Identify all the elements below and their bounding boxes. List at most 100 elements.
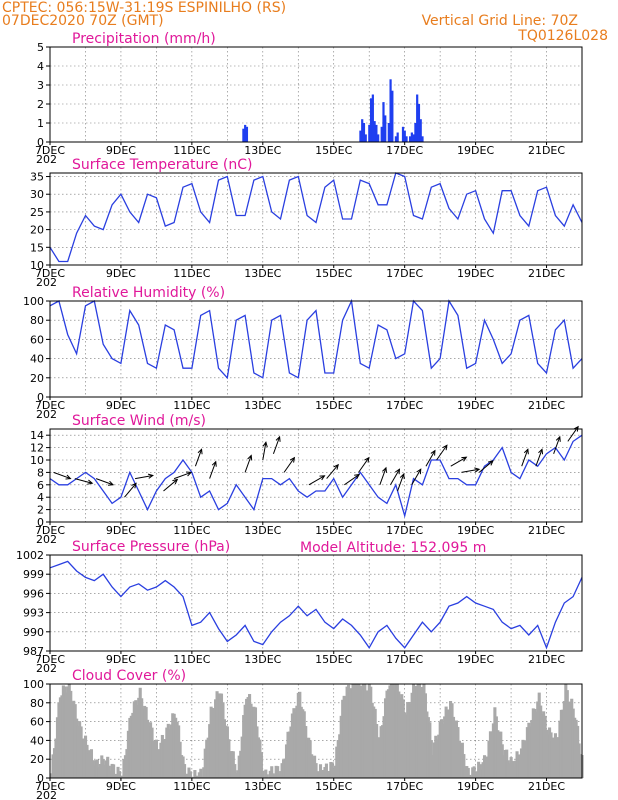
x-tick-label: 9DEC xyxy=(106,267,136,280)
pres-frame xyxy=(49,554,583,652)
cloud-bar xyxy=(324,763,328,778)
x-tick-label: 17DEC xyxy=(386,267,423,280)
wind-vector xyxy=(308,475,326,486)
x-tick-label: 19DEC xyxy=(457,780,494,793)
wind-vector xyxy=(209,460,217,479)
x-tick-label: 21DEC xyxy=(528,780,565,793)
x-tick-label: 21DEC xyxy=(528,267,565,280)
wind-vector xyxy=(244,454,253,473)
pres-title: Surface Pressure (hPa) xyxy=(72,539,230,555)
year-label-partial: 202 xyxy=(36,276,57,289)
x-tick-label: 11DEC xyxy=(173,780,210,793)
x-tick-label: 9DEC xyxy=(106,144,136,157)
y-tick-label: 10 xyxy=(30,454,44,467)
y-tick-label: 0 xyxy=(37,136,44,149)
wind-series-line xyxy=(49,434,583,519)
x-tick-label: 11DEC xyxy=(173,267,210,280)
wind-vector xyxy=(436,444,448,461)
y-tick-label: 8 xyxy=(37,466,44,479)
wind-vector xyxy=(358,456,370,473)
precip-bar xyxy=(419,119,422,142)
x-tick-label: 11DEC xyxy=(173,524,210,537)
precip-bar xyxy=(377,134,380,142)
cloud-bar xyxy=(183,764,187,778)
y-tick-label: 990 xyxy=(23,626,44,639)
y-tick-label: 100 xyxy=(23,295,44,308)
y-tick-label: 996 xyxy=(23,587,44,600)
precip-bar xyxy=(371,94,374,142)
cloud-bar xyxy=(276,766,280,778)
y-tick-label: 100 xyxy=(23,678,44,691)
y-tick-label: 60 xyxy=(30,333,44,346)
precip-bar xyxy=(244,124,247,142)
cloud-bar xyxy=(264,769,268,778)
wind-vector xyxy=(390,468,401,486)
wind-vector xyxy=(53,471,72,480)
precip-title: Precipitation (mm/h) xyxy=(72,31,216,47)
rh-title: Relative Humidity (%) xyxy=(72,285,225,301)
wind-vector xyxy=(194,448,203,467)
x-tick-label: 17DEC xyxy=(386,780,423,793)
precip-bar xyxy=(417,104,421,142)
x-tick-label: 15DEC xyxy=(315,780,352,793)
rh-series-line xyxy=(49,298,583,380)
x-tick-label: 17DEC xyxy=(386,399,423,412)
cloud-bar xyxy=(112,764,116,778)
y-tick-label: 6 xyxy=(37,479,44,492)
y-tick-label: 80 xyxy=(30,697,44,710)
cloud-bar xyxy=(261,770,265,778)
x-tick-label: 9DEC xyxy=(106,653,136,666)
precip-bar xyxy=(389,79,392,142)
precip-bar xyxy=(384,115,387,142)
model-code: TQ0126L028 xyxy=(517,28,608,44)
precip-bar xyxy=(380,126,383,142)
temp-frame xyxy=(49,172,583,266)
x-tick-label: 17DEC xyxy=(386,144,423,157)
x-tick-label: 21DEC xyxy=(528,399,565,412)
year-label-partial: 202 xyxy=(36,789,57,800)
cloud-bar xyxy=(320,770,324,778)
pres-panel: 987 990 993 996 999 1002 7DEC 9DEC 11DEC 13DEC 15D… xyxy=(16,539,583,675)
x-tick-label: 11DEC xyxy=(173,653,210,666)
wind-vector xyxy=(425,449,436,467)
wind-vector xyxy=(535,448,544,467)
cloud-panel: 0 20 40 60 80 100 7DEC 9DEC 11DEC 13DEC 15DEC 17DEC… xyxy=(23,668,584,800)
y-tick-label: 10 xyxy=(30,259,44,272)
precip-bar xyxy=(242,128,245,142)
y-tick-label: 993 xyxy=(23,607,44,620)
precip-bar xyxy=(412,134,415,142)
rh-panel: 0 20 40 60 80 100 7DEC 9DEC 11DEC 13DEC 15DEC 17DEC… xyxy=(23,285,583,421)
y-tick-label: 1002 xyxy=(16,549,44,562)
y-tick-label: 2 xyxy=(37,504,44,517)
cloud-bar xyxy=(117,771,122,778)
cloud-bar xyxy=(462,754,466,778)
x-tick-label: 15DEC xyxy=(315,267,352,280)
wind-vector xyxy=(173,471,193,480)
y-tick-label: 20 xyxy=(30,224,44,237)
y-tick-label: 987 xyxy=(23,645,44,658)
wind-vector xyxy=(326,463,339,479)
x-tick-label: 19DEC xyxy=(457,524,494,537)
y-tick-label: 30 xyxy=(30,188,44,201)
y-tick-label: 999 xyxy=(23,568,44,581)
x-tick-label: 13DEC xyxy=(244,144,281,157)
precip-bar xyxy=(361,119,364,142)
precip-bar xyxy=(408,136,412,142)
x-tick-label: 19DEC xyxy=(457,653,494,666)
y-tick-label: 80 xyxy=(30,314,44,327)
year-label-partial: 202 xyxy=(36,533,57,546)
y-tick-label: 4 xyxy=(37,60,44,73)
x-tick-label: 21DEC xyxy=(528,524,565,537)
precip-bar xyxy=(387,123,390,142)
precip-bar xyxy=(245,126,249,142)
precip-panel: 0 1 2 3 4 5 7DEC 9DEC 11DEC 13DEC 15DEC 17DEC 19DEC 2… xyxy=(35,31,583,166)
precip-frame xyxy=(49,46,583,143)
wind-frame xyxy=(49,428,583,523)
x-tick-label: 17DEC xyxy=(386,653,423,666)
cloud-bar xyxy=(265,774,269,778)
precip-bar xyxy=(369,98,373,142)
y-tick-label: 15 xyxy=(30,241,44,254)
cloud-bar xyxy=(466,767,470,778)
x-tick-label: 15DEC xyxy=(315,399,352,412)
